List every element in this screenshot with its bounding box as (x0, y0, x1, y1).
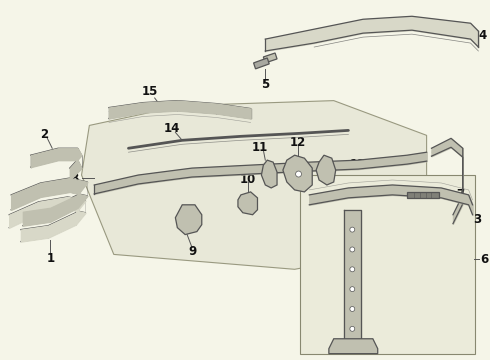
Polygon shape (263, 53, 277, 63)
Text: 14: 14 (163, 122, 180, 135)
Circle shape (350, 327, 355, 331)
Circle shape (350, 227, 355, 232)
Text: 10: 10 (240, 172, 256, 185)
Text: 7: 7 (456, 188, 464, 201)
Bar (299, 175, 475, 354)
Text: 13: 13 (349, 158, 366, 171)
Polygon shape (329, 339, 378, 354)
Circle shape (295, 171, 301, 177)
Polygon shape (316, 155, 336, 185)
Text: 12: 12 (290, 136, 306, 149)
Text: 5: 5 (261, 78, 270, 91)
Polygon shape (238, 192, 257, 215)
Text: 2: 2 (40, 128, 49, 141)
Text: 6: 6 (480, 253, 489, 266)
Text: 3: 3 (473, 213, 482, 226)
Polygon shape (261, 160, 277, 188)
Polygon shape (81, 100, 427, 269)
Circle shape (350, 247, 355, 252)
Polygon shape (407, 192, 440, 198)
Polygon shape (283, 155, 312, 192)
Polygon shape (175, 205, 202, 235)
Circle shape (350, 267, 355, 272)
Circle shape (350, 306, 355, 311)
Text: 1: 1 (46, 252, 54, 265)
Circle shape (350, 287, 355, 292)
Polygon shape (254, 58, 269, 69)
Text: 15: 15 (142, 85, 158, 98)
Text: 11: 11 (251, 141, 268, 154)
Text: 4: 4 (478, 29, 487, 42)
Text: 9: 9 (189, 245, 197, 258)
Text: 8: 8 (71, 171, 78, 185)
